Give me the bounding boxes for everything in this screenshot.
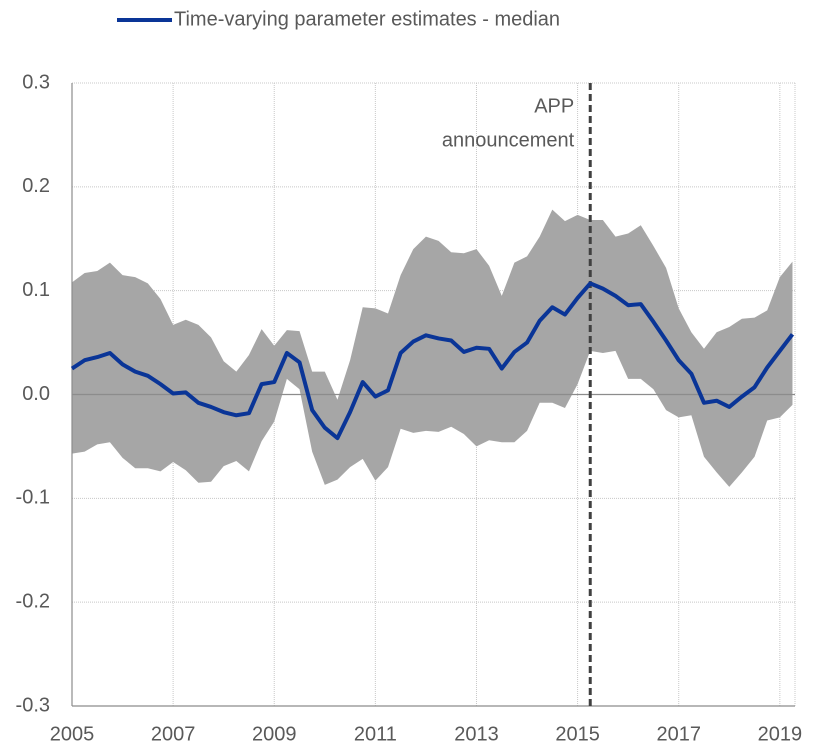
y-tick-label: 0.1 [22,279,50,301]
y-tick-label: -0.2 [16,590,50,612]
annotation-text: announcement [442,129,575,151]
y-tick-label: 0.3 [22,71,50,93]
x-tick-label: 2011 [354,723,397,745]
x-tick-label: 2013 [454,723,499,745]
y-tick-label: -0.3 [16,694,50,716]
x-tick-label: 2009 [252,723,297,745]
x-tick-label: 2019 [758,723,803,745]
y-tick-label: 0.2 [22,175,50,197]
x-tick-label: 2007 [151,723,196,745]
legend-label: Time-varying parameter estimates - media… [174,8,560,30]
x-tick-label: 2005 [50,723,95,745]
x-tick-label: 2015 [555,723,600,745]
y-tick-label: -0.1 [16,487,50,509]
y-tick-label: 0.0 [22,383,50,405]
median-line [70,281,795,441]
x-tick-label: 2017 [656,723,701,745]
annotation-text: APP [534,95,574,117]
confidence-band [72,209,793,487]
